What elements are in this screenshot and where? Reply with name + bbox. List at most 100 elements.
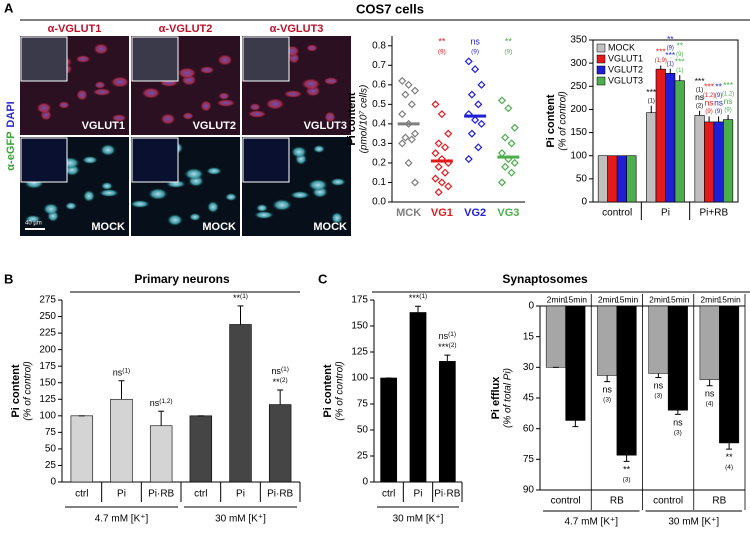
- inset: [131, 36, 179, 82]
- data-point: [431, 149, 440, 158]
- x-tick-label: control: [551, 496, 581, 507]
- group-label: 30 mM [K⁺]: [668, 517, 719, 528]
- significance-ref: (4): [706, 400, 714, 407]
- bar: [713, 121, 724, 203]
- significance: (1,2): [703, 93, 715, 99]
- x-tick-label: VG2: [464, 207, 486, 219]
- cell: [177, 67, 197, 79]
- data-point: [410, 86, 420, 95]
- significance-mark: ***: [409, 294, 420, 304]
- legend-swatch: [596, 54, 606, 64]
- sample-size: (9): [471, 49, 479, 56]
- data-point: [431, 100, 440, 109]
- x-tick-label: ctrl: [382, 489, 395, 500]
- bar: [626, 155, 637, 203]
- significance: (9): [676, 52, 683, 58]
- y-tick-label: 125: [39, 394, 56, 405]
- significance: ns: [695, 92, 704, 102]
- y-tick-label: 100: [570, 150, 587, 161]
- cell: [256, 204, 268, 212]
- x-tick-label: Pi·RB: [148, 489, 174, 500]
- legend-swatch: [596, 65, 606, 75]
- cell: [160, 113, 176, 125]
- x-tick-label: Pi: [117, 489, 126, 500]
- mean-bar: [430, 159, 453, 163]
- y-tick-label: 50: [576, 173, 588, 184]
- data-point: [467, 90, 476, 99]
- cell: [306, 44, 318, 52]
- y-tick-label: 125: [351, 347, 368, 358]
- y-tick-label: 0.3: [372, 138, 386, 149]
- series-label: 2min: [700, 294, 719, 304]
- bar: [704, 121, 715, 203]
- cell: [101, 182, 113, 190]
- significance-mark: ns: [654, 381, 664, 391]
- data-point: [441, 168, 450, 177]
- significance-mark: ns: [271, 366, 281, 376]
- series-label: 15min: [666, 294, 689, 304]
- y-axis-units: (% of control): [558, 91, 569, 150]
- cell: [330, 178, 346, 186]
- cell: [75, 55, 91, 63]
- y-axis-label: Pi content: [10, 364, 22, 418]
- significance: **(1): [233, 293, 248, 304]
- x-tick-label: control: [653, 496, 683, 507]
- cell: [308, 179, 328, 191]
- significance-ref: (1): [448, 331, 456, 338]
- data-point: [404, 80, 413, 89]
- data-point: [407, 100, 416, 109]
- bar: [723, 119, 734, 203]
- data-point: [407, 135, 416, 144]
- y-tick-label: 150: [570, 127, 587, 138]
- significance: ***: [665, 50, 676, 60]
- bar: [674, 80, 685, 203]
- significance: ***(2): [438, 342, 456, 353]
- data-point: [444, 182, 453, 191]
- cell: [272, 199, 292, 211]
- x-tick-label: VG3: [497, 207, 519, 219]
- micrograph-label: MOCK: [202, 221, 236, 233]
- bar: [719, 305, 740, 444]
- bar: [110, 398, 133, 483]
- bar: [409, 312, 427, 483]
- significance: (1): [696, 87, 703, 93]
- y-tick-label: 60: [523, 423, 535, 434]
- cell: [184, 168, 204, 180]
- cell: [207, 201, 219, 213]
- sample-size: (9): [504, 49, 512, 56]
- y-tick-label: 350: [570, 35, 587, 46]
- y-tick-label: 225: [39, 328, 56, 339]
- x-tick-label: control: [602, 208, 632, 219]
- cell: [76, 89, 88, 101]
- x-tick-label: RB: [712, 496, 726, 507]
- y-tick-label: 0.1: [372, 177, 386, 188]
- cell: [99, 189, 119, 197]
- significance: ***: [704, 82, 715, 92]
- antibody-label: α-VGLUT3: [270, 23, 324, 35]
- antibody-label: α-VGLUT2: [159, 23, 213, 35]
- cell: [291, 146, 307, 158]
- series-label: 15min: [564, 294, 587, 304]
- y-tick-label: 200: [39, 344, 56, 355]
- significance: **: [676, 40, 683, 50]
- y-axis-units: (pmol/10⁷ cells): [359, 85, 370, 154]
- cell: [167, 214, 183, 226]
- significance: **(2): [273, 377, 288, 388]
- significance: ***: [646, 87, 657, 97]
- data-point: [401, 90, 410, 99]
- significance-ref: (1,2): [159, 398, 172, 405]
- significance: (9): [705, 109, 712, 115]
- y-tick-label: 0.6: [372, 79, 386, 90]
- data-point: [507, 139, 516, 148]
- y-tick-label: 75: [523, 454, 535, 465]
- cell: [313, 145, 325, 153]
- cell: [36, 102, 52, 114]
- section-title: Synaptosomes: [502, 272, 588, 286]
- y-tick-label: 50: [357, 425, 369, 436]
- bar: [268, 404, 292, 483]
- y-tick-label: 300: [570, 58, 587, 69]
- cell: [25, 215, 41, 223]
- bar: [149, 425, 173, 483]
- y-tick-label: 150: [39, 377, 56, 388]
- micrograph-label: MOCK: [313, 221, 347, 233]
